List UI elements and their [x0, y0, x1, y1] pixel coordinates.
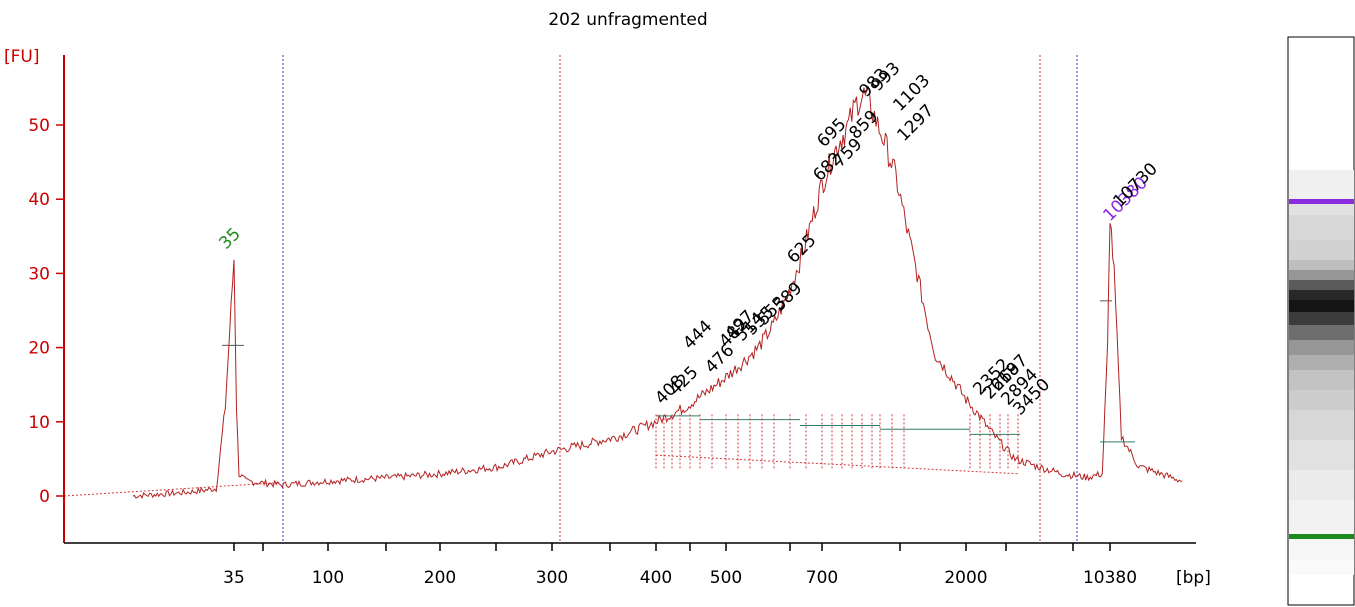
- gel-band-row: [1289, 440, 1354, 470]
- x-tick-label: 10380: [1083, 568, 1137, 588]
- y-tick-label: 50: [28, 116, 50, 136]
- y-axis-ticks: 0 10 20 30 40 50: [28, 116, 64, 507]
- signal-trace: [132, 85, 1183, 500]
- peak-dropdown-lines: [63, 414, 1019, 497]
- x-tick-label: 400: [640, 568, 672, 588]
- chart-title: 202 unfragmented: [548, 10, 707, 30]
- x-tick-label: 300: [536, 568, 568, 588]
- x-tick-label: 100: [312, 568, 344, 588]
- y-axis-label: [FU]: [4, 47, 40, 67]
- y-tick-label: 10: [28, 413, 50, 433]
- x-tick-label: 200: [424, 568, 456, 588]
- gel-band-row: [1289, 215, 1354, 240]
- gel-band-row: [1289, 500, 1354, 530]
- gel-band-row: [1289, 390, 1354, 410]
- peak-drop-floor: [655, 454, 1019, 475]
- gel-band-row: [1289, 280, 1354, 290]
- y-tick-label: 0: [39, 487, 50, 507]
- x-tick-label: 35: [223, 568, 245, 588]
- gel-band-row: [1289, 560, 1354, 575]
- gel-band-row: [1289, 370, 1354, 390]
- region-boundaries: [282, 55, 1078, 543]
- gel-band-row: [1289, 470, 1354, 500]
- x-tick-label: 700: [806, 568, 838, 588]
- gel-band-row: [1289, 170, 1354, 200]
- gel-band-row: [1289, 312, 1354, 325]
- gel-band-row: [1289, 270, 1354, 280]
- marker-floor: [63, 482, 281, 497]
- gel-band-row: [1289, 410, 1354, 440]
- lower-marker-band: [1289, 534, 1354, 539]
- x-axis-label: [bp]: [1176, 568, 1211, 588]
- gel-band-row: [1289, 290, 1354, 300]
- y-tick-label: 30: [28, 264, 50, 284]
- gel-band-row: [1289, 325, 1354, 340]
- x-tick-label: 2000: [944, 568, 987, 588]
- y-tick-label: 40: [28, 190, 50, 210]
- gel-band-row: [1289, 355, 1354, 370]
- gel-band-row: [1289, 240, 1354, 260]
- peak-baselines: [222, 300, 1135, 443]
- gel-band-row: [1289, 300, 1354, 312]
- y-tick-label: 20: [28, 339, 50, 359]
- electropherogram-chart: 202 unfragmented [FU] [bp] 0 10 20 30 40 50 3…: [4, 10, 1211, 588]
- x-axis-ticks: 35 100 200 300 400 500 700 2000 10380: [223, 543, 1137, 588]
- gel-band-row: [1289, 260, 1354, 270]
- x-tick-label: 500: [710, 568, 742, 588]
- upper-marker-band: [1289, 199, 1354, 204]
- gel-band-gradient: [1289, 170, 1354, 575]
- gel-band-row: [1289, 340, 1354, 355]
